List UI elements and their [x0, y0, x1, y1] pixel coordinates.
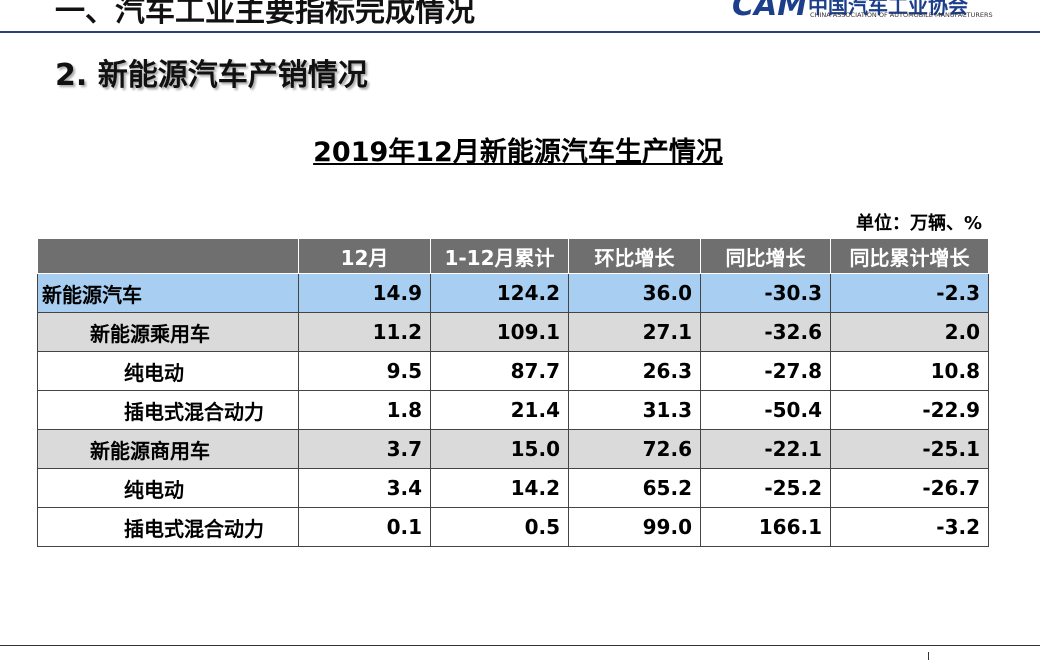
cell-value: 36.0	[568, 273, 701, 313]
row-label: 纯电动	[37, 468, 299, 508]
cell-value: 87.7	[430, 351, 569, 391]
section-title: 2. 新能源汽车产销情况	[55, 58, 368, 93]
cell-value: -27.8	[700, 351, 831, 391]
row-label: 纯电动	[37, 351, 299, 391]
cell-value: -2.3	[830, 273, 989, 313]
table-row: 插电式混合动力 1.8 21.4 31.3 -50.4 -22.9	[37, 390, 989, 430]
logo-mark: CAM	[732, 0, 808, 23]
column-header: 同比增长	[700, 238, 831, 274]
cell-value: 72.6	[568, 429, 701, 469]
data-table: 12月 1-12月累计 环比增长 同比增长 同比累计增长 新能源汽车 14.9 124.2 3…	[37, 238, 989, 547]
header-title: 一、汽车工业主要指标完成情况	[55, 0, 475, 29]
cell-value: 3.7	[298, 429, 431, 469]
cell-value: 99.0	[568, 507, 701, 547]
table-row: 插电式混合动力 0.1 0.5 99.0 166.1 -3.2	[37, 507, 989, 547]
table-row: 新能源商用车 3.7 15.0 72.6 -22.1 -25.1	[37, 429, 989, 469]
cell-value: 0.1	[298, 507, 431, 547]
column-header: 12月	[298, 238, 431, 274]
logo-name: 中国汽车工业协会	[808, 0, 968, 18]
cell-value: -30.3	[700, 273, 831, 313]
cell-value: 124.2	[430, 273, 569, 313]
column-header: 环比增长	[568, 238, 701, 274]
cell-value: 11.2	[298, 312, 431, 352]
table-row: 纯电动 9.5 87.7 26.3 -27.8 10.8	[37, 351, 989, 391]
row-label: 新能源汽车	[37, 273, 299, 313]
cell-value: 31.3	[568, 390, 701, 430]
row-label: 新能源商用车	[37, 429, 299, 469]
cell-value: -32.6	[700, 312, 831, 352]
header-rule	[0, 31, 1040, 33]
cell-value: 21.4	[430, 390, 569, 430]
cell-value: -22.1	[700, 429, 831, 469]
cell-value: 10.8	[830, 351, 989, 391]
cell-value: -25.2	[700, 468, 831, 508]
cell-value: 14.9	[298, 273, 431, 313]
cell-value: 27.1	[568, 312, 701, 352]
cell-value: 15.0	[430, 429, 569, 469]
column-header: 1-12月累计	[430, 238, 569, 274]
row-label: 插电式混合动力	[37, 390, 299, 430]
cell-value: 14.2	[430, 468, 569, 508]
row-label: 新能源乘用车	[37, 312, 299, 352]
table-title: 2019年12月新能源汽车生产情况	[313, 137, 723, 168]
footer-rule	[0, 645, 1040, 646]
table-row: 纯电动 3.4 14.2 65.2 -25.2 -26.7	[37, 468, 989, 508]
column-header: 同比累计增长	[830, 238, 989, 274]
footer-separator	[928, 652, 929, 660]
cell-value: 9.5	[298, 351, 431, 391]
logo-en: CHINA ASSOCIATION OF AUTOMOBILE MANUFACT…	[810, 11, 993, 19]
cell-value: 1.8	[298, 390, 431, 430]
corner-cell	[37, 238, 299, 274]
cell-value: 3.4	[298, 468, 431, 508]
cell-value: -22.9	[830, 390, 989, 430]
cell-value: -3.2	[830, 507, 989, 547]
cell-value: 2.0	[830, 312, 989, 352]
cell-value: 166.1	[700, 507, 831, 547]
cell-value: 65.2	[568, 468, 701, 508]
header-row: 12月 1-12月累计 环比增长 同比增长 同比累计增长	[37, 238, 989, 274]
table-row: 新能源汽车 14.9 124.2 36.0 -30.3 -2.3	[37, 273, 989, 313]
cell-value: 26.3	[568, 351, 701, 391]
cell-value: -25.1	[830, 429, 989, 469]
table-row: 新能源乘用车 11.2 109.1 27.1 -32.6 2.0	[37, 312, 989, 352]
unit-note: 单位：万辆、%	[855, 213, 982, 234]
cell-value: -26.7	[830, 468, 989, 508]
cell-value: -50.4	[700, 390, 831, 430]
cell-value: 109.1	[430, 312, 569, 352]
cell-value: 0.5	[430, 507, 569, 547]
row-label: 插电式混合动力	[37, 507, 299, 547]
